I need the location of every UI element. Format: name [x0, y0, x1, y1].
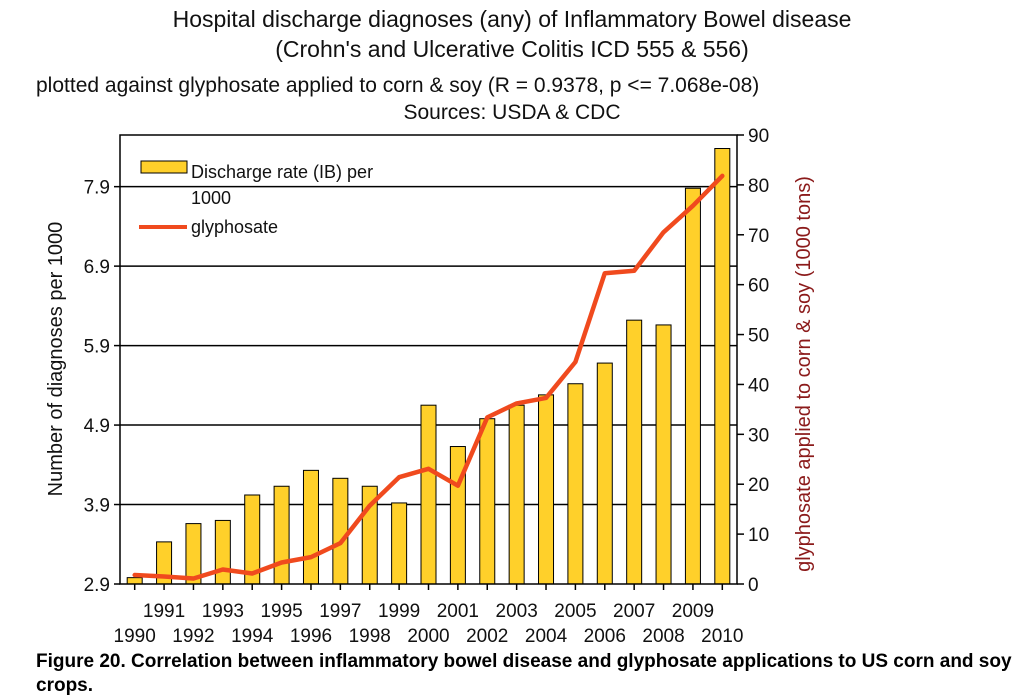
x-tick-label: 1990 — [114, 626, 156, 647]
bar — [391, 502, 408, 585]
x-tick-label: 2001 — [437, 601, 479, 622]
figure-caption: Figure 20. Correlation between inflammat… — [36, 651, 1012, 696]
y-tick-label: 5.9 — [84, 337, 110, 358]
y2-tick-label: 10 — [748, 525, 769, 546]
y-tick-label: 3.9 — [84, 496, 110, 517]
y-tick-label: 6.9 — [84, 257, 110, 278]
bar — [714, 148, 731, 585]
legend-bar-label-line-2: 1000 — [191, 188, 231, 208]
x-tick-label: 1991 — [143, 601, 185, 622]
chart-sources: Sources: USDA & CDC — [403, 101, 621, 124]
x-tick-label: 2000 — [407, 626, 449, 647]
y2-tick-label: 80 — [748, 176, 769, 197]
glyphosate-series — [132, 173, 725, 581]
legend-bar-swatch — [140, 160, 188, 174]
x-tick-label: 2005 — [554, 601, 596, 622]
y-tick-label: 2.9 — [84, 575, 110, 596]
bar — [508, 404, 525, 585]
bar — [420, 404, 437, 585]
y2-tick-label: 40 — [748, 375, 769, 396]
bar — [538, 394, 555, 585]
x-tick-label: 1999 — [378, 601, 420, 622]
bar — [273, 485, 290, 585]
x-tick-label: 1997 — [319, 601, 361, 622]
right-axis: 0 10 20 30 40 50 60 70 80 90 — [737, 126, 769, 596]
bar-series — [126, 148, 731, 585]
glyphosate-line — [132, 173, 725, 581]
bar — [126, 577, 143, 585]
bar — [567, 383, 584, 585]
y2-tick-label: 30 — [748, 425, 769, 446]
bar — [626, 319, 643, 585]
bar — [449, 446, 466, 585]
y2-tick-label: 50 — [748, 326, 769, 347]
x-tick-label: 2010 — [701, 626, 743, 647]
x-tick-label: 2002 — [466, 626, 508, 647]
x-tick-label: 1998 — [349, 626, 391, 647]
y-tick-label: 7.9 — [84, 178, 110, 199]
x-tick-label: 1996 — [290, 626, 332, 647]
bar — [302, 469, 319, 585]
y-axis-label: Number of diagnoses per 1000 — [45, 222, 67, 497]
x-tick-label: 1994 — [231, 626, 274, 647]
x-tick-label: 2009 — [672, 601, 714, 622]
x-tick-label: 1992 — [172, 626, 214, 647]
x-tick-label: 2004 — [525, 626, 568, 647]
bar — [684, 187, 701, 585]
y2-tick-label: 60 — [748, 276, 769, 297]
y2-axis-label: glyphosate applied to corn & soy (1000 t… — [793, 176, 815, 572]
bar — [332, 477, 349, 585]
legend-line-label: glyphosate — [191, 217, 278, 237]
chart-title-line-1: Hospital discharge diagnoses (any) of In… — [172, 6, 852, 32]
bar — [214, 519, 231, 585]
x-tick-label: 1995 — [260, 601, 302, 622]
y-tick-label: 4.9 — [84, 416, 110, 437]
y2-tick-label: 0 — [748, 575, 759, 596]
bar — [479, 418, 496, 585]
bar — [655, 324, 672, 585]
x-tick-label: 2006 — [584, 626, 626, 647]
x-tick-label: 2007 — [613, 601, 655, 622]
bar — [596, 362, 613, 585]
legend: Discharge rate (IB) per 1000 glyphosate — [139, 160, 373, 237]
legend-bar-label-line-1: Discharge rate (IB) per — [191, 162, 373, 182]
x-axis: 1990 1991 1992 1993 1994 1995 1996 1997 1998 1999… — [114, 584, 743, 647]
y2-tick-label: 70 — [748, 226, 769, 247]
y2-tick-label: 90 — [748, 126, 769, 147]
x-tick-label: 2008 — [642, 626, 684, 647]
x-tick-label: 1993 — [202, 601, 244, 622]
x-tick-label: 2003 — [496, 601, 538, 622]
y2-tick-label: 20 — [748, 475, 769, 496]
chart-title-line-2: (Crohn's and Ulcerative Colitis ICD 555 … — [275, 36, 749, 62]
chart-svg: 2.9 3.9 4.9 5.9 6.9 7.9 0 10 20 30 40 50 60 70 80 90 1… — [45, 126, 815, 647]
chart-subtitle: plotted against glyphosate applied to co… — [36, 74, 760, 97]
left-axis: 2.9 3.9 4.9 5.9 6.9 7.9 — [84, 178, 120, 596]
